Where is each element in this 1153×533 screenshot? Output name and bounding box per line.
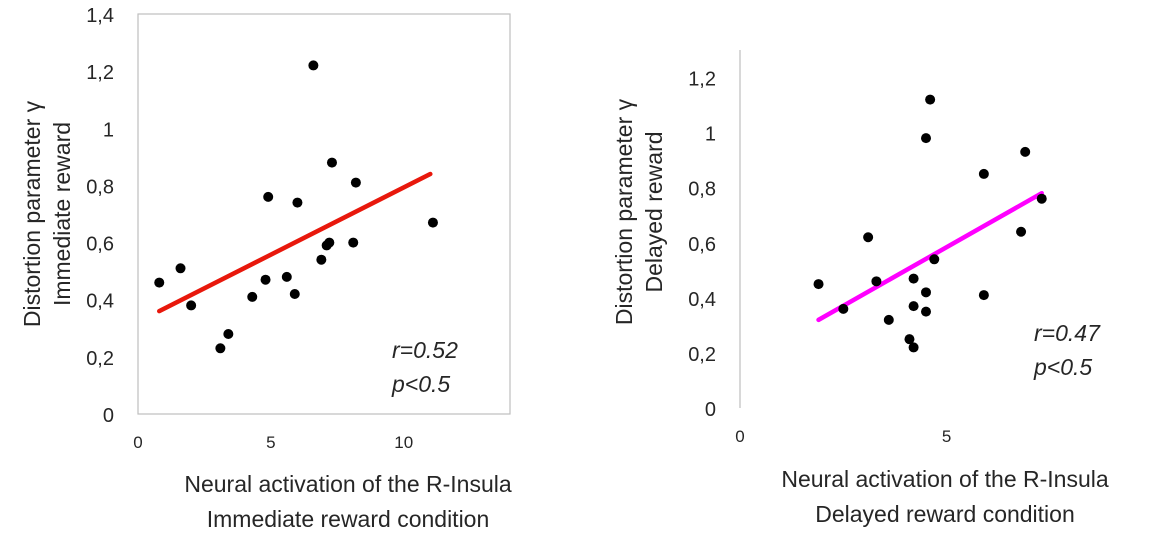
data-point <box>921 133 931 144</box>
x-axis-label-delayed-line1: Neural activation of the R-Insula <box>781 466 1108 492</box>
x-axis-label-delayed-line2: Delayed reward condition <box>815 501 1075 527</box>
data-point <box>223 329 234 339</box>
x-axis-ticks-immediate: 0 5 10 <box>133 433 413 452</box>
y-tick-label: 0,4 <box>86 291 114 313</box>
y-tick-label: 0,8 <box>688 179 716 201</box>
y-axis-ticks-immediate: 0 0,2 0,4 0,6 0,8 1 1,2 1,4 <box>86 5 114 427</box>
data-point <box>350 177 361 188</box>
data-point <box>215 343 226 354</box>
data-point <box>904 334 915 345</box>
data-point <box>908 342 919 353</box>
y-tick-label: 1,4 <box>86 5 114 27</box>
y-tick-label: 1 <box>705 124 716 146</box>
x-tick-label: 5 <box>942 427 951 446</box>
data-point <box>929 254 940 265</box>
x-tick-label: 10 <box>394 433 413 452</box>
y-tick-label: 0,2 <box>688 344 716 366</box>
scatter-points-delayed <box>813 94 1047 353</box>
data-point <box>247 291 258 302</box>
data-point <box>1020 146 1031 157</box>
data-point <box>186 300 197 311</box>
annotation-r-delayed: r=0.47 <box>1034 320 1101 346</box>
scatter-points-immediate <box>154 60 438 354</box>
data-point <box>838 303 849 314</box>
y-tick-label: 1,2 <box>86 62 114 84</box>
data-point <box>281 271 292 282</box>
y-tick-label: 0,2 <box>86 348 114 370</box>
data-point <box>427 217 438 228</box>
data-point <box>908 273 919 284</box>
data-point <box>813 279 824 290</box>
data-point <box>908 301 919 312</box>
y-axis-label-immediate-line2: Immediate reward <box>49 122 75 306</box>
y-tick-label: 0,8 <box>86 176 114 198</box>
y-tick-label: 1,2 <box>688 69 716 91</box>
annotation-p-delayed: p<0.5 <box>1033 354 1092 380</box>
data-point <box>1016 226 1027 237</box>
plot-area-immediate <box>137 13 511 415</box>
x-axis-label-immediate-line2: Immediate reward condition <box>207 506 490 532</box>
data-point <box>978 168 989 179</box>
data-point <box>263 191 274 202</box>
trendline-immediate <box>157 171 433 314</box>
data-point <box>1036 193 1047 204</box>
y-tick-label: 0 <box>103 405 114 427</box>
data-point <box>326 157 337 168</box>
y-tick-label: 0,4 <box>688 289 716 311</box>
annotation-p-immediate: p<0.5 <box>391 371 450 397</box>
annotation-r-immediate: r=0.52 <box>392 337 458 363</box>
data-point <box>925 94 936 105</box>
data-point <box>978 290 989 301</box>
y-axis-ticks-delayed: 0 0,2 0,4 0,6 0,8 1 1,2 <box>688 69 716 421</box>
x-tick-label: 0 <box>133 433 142 452</box>
y-axis-label-immediate-line1: Distortion parameter γ <box>19 100 45 327</box>
data-point <box>324 237 335 248</box>
y-tick-label: 1 <box>103 119 114 141</box>
data-point <box>921 306 931 317</box>
y-tick-label: 0,6 <box>688 234 716 256</box>
data-point <box>289 289 300 299</box>
data-point <box>883 314 894 325</box>
data-point <box>348 237 359 248</box>
y-axis-label-delayed-line2: Delayed reward <box>641 131 667 292</box>
data-point <box>863 232 874 243</box>
x-tick-label: 0 <box>735 427 744 446</box>
data-point <box>154 277 165 288</box>
data-point <box>260 274 271 285</box>
y-tick-label: 0 <box>705 399 716 421</box>
y-axis-label-delayed-line1: Distortion parameter γ <box>611 98 637 325</box>
data-point <box>871 276 882 287</box>
data-point <box>921 287 931 298</box>
data-point <box>308 60 319 71</box>
x-tick-label: 5 <box>266 433 275 452</box>
data-point <box>316 254 327 265</box>
chart-immediate-reward: 0 0,2 0,4 0,6 0,8 1 1,2 1,4 0 5 10 r=0.52 p<0.5 D… <box>19 5 512 532</box>
x-axis-label-immediate-line1: Neural activation of the R-Insula <box>184 471 511 497</box>
y-tick-label: 0,6 <box>86 234 114 256</box>
data-point <box>175 263 186 274</box>
data-point <box>292 197 303 208</box>
